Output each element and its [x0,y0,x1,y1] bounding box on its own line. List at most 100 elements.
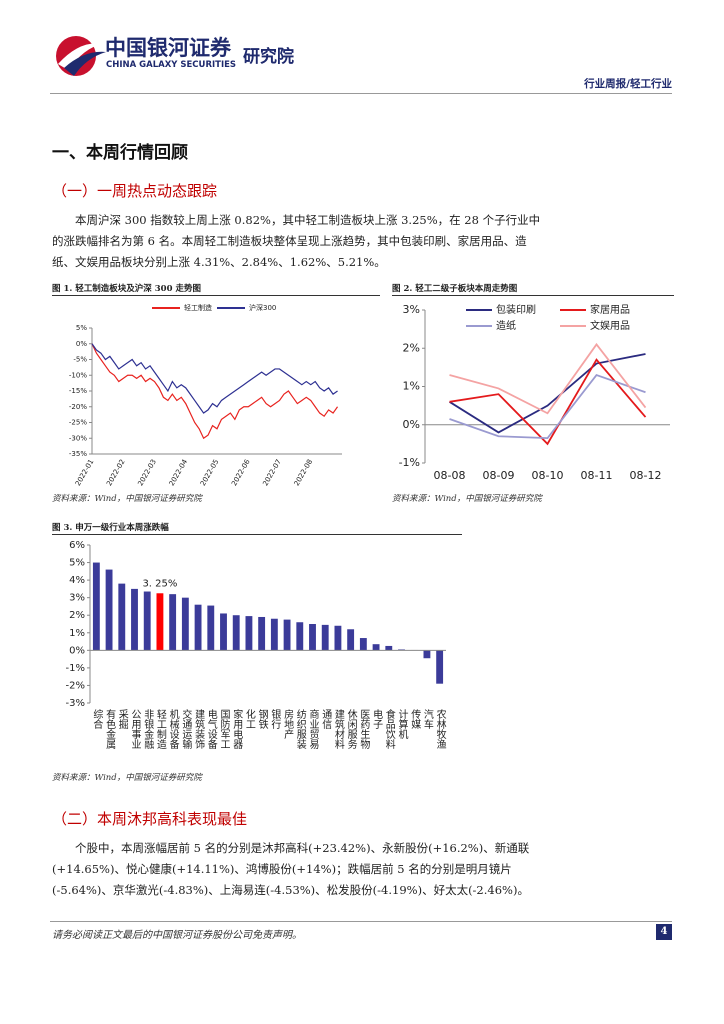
x-tick-label: 钢铁 [256,708,268,730]
x-tick-label: 2022-02 [105,458,127,487]
series-line [449,342,647,415]
chart: 3% 2% 1% 0% -1% 08-08 08-09 08-10 08-11 08-12 包装印刷… [399,303,670,482]
bar [309,624,316,651]
y-tick-label: -3% [66,698,85,709]
header-rule [50,93,672,94]
x-tick-label: 有色金属 [104,708,116,750]
x-tick-label: 非银金融 [142,709,154,750]
legend-label: 包装印刷 [496,303,536,316]
series-line [91,343,339,440]
x-tick-label: 综合 [91,708,103,730]
chart: 5% 0% -5% -10% -15% -20% -25% -30% -35%2022-01 20… [69,303,342,488]
x-tick-label: 电气设备 [205,708,217,750]
x-tick-label: 2022-04 [168,458,190,488]
y-tick-label: 1% [403,380,420,393]
source: 资料来源：Wind，中国银河证券研究院 [52,494,202,504]
x-tick-label: 汽车 [421,708,433,730]
y-tick-label: 0% [69,645,85,656]
y-tick-label: 4% [69,575,85,586]
y-tick-label: -25% [69,419,87,427]
x-tick-label: 2022-07 [261,458,283,487]
y-tick-label: 3% [69,593,85,604]
bar [194,604,202,651]
bar [270,618,278,651]
figure-title: 图 3. 申万一级行业本周涨跌幅 [52,523,169,533]
paragraph: 本周沪深 300 指数较上周上涨 0.82%，其中轻工制造板块上涨 3.25%，… [52,213,541,269]
x-tick-label: 农林牧渔 [434,708,446,750]
x-tick-label: 国防军工 [218,709,230,749]
source: 资料来源：Wind，中国银河证券研究院 [52,773,202,783]
y-tick-label: 1% [69,628,85,639]
y-tick-label: 2% [403,341,420,354]
series-line [449,358,647,446]
x-tick-label: 商业贸易 [307,708,319,750]
subsection-title: （一）一周热点动态跟踪 [52,182,218,200]
rule [52,534,462,535]
series-line [91,343,338,414]
x-tick-label: 银行 [269,708,281,730]
y-tick-label: -20% [69,403,87,411]
y-tick-label: 2% [69,610,85,621]
x-tick-label: 医药生物 [358,709,370,750]
x-tick-label: 机械设备 [167,708,179,750]
logo-en: CHINA GALAXY SECURITIES [106,60,237,70]
x-tick-label: 08-08 [434,469,466,482]
bar [169,594,177,651]
x-tick-label: 电子 [371,708,383,729]
bar [156,593,164,651]
bar [258,616,266,651]
subsection-title: （二）本周沐邦高科表现最佳 [52,810,248,828]
bar [296,622,304,651]
x-tick-label: 08-10 [532,469,564,482]
legend-label: 沪深300 [249,303,276,312]
bar [143,591,151,651]
logo-cn: 中国银河证券 [105,36,231,60]
x-tick-label: 建筑材料 [332,708,344,750]
rule [392,295,674,296]
series-line [449,353,646,434]
x-tick-label: 公用事业 [129,709,141,749]
y-tick-label: -30% [69,434,87,442]
x-tick-label: 2022-03 [136,458,158,487]
x-tick-label: 计算机 [396,708,408,740]
x-tick-label: 2022-06 [230,458,252,488]
figure-title: 图 2. 轻工二级子板块本周走势图 [392,284,518,294]
x-tick-label: 传媒 [409,709,421,730]
y-tick-label: 5% [76,324,87,332]
x-tick-label: 通信 [320,709,332,730]
logo [56,36,106,76]
y-tick-label: -2% [66,680,85,691]
rule [52,295,380,296]
x-tick-label: 08-11 [581,469,613,482]
y-tick-label: -35% [69,450,87,458]
bar [321,624,329,651]
bar [283,619,291,651]
figure-title: 图 1. 轻工制造板块及沪深 300 走势图 [52,284,201,294]
x-tick-label: 房地产 [282,708,294,740]
x-tick-label: 纺织服装 [294,708,306,750]
source: 资料来源：Wind，中国银河证券研究院 [392,494,542,504]
x-tick-label: 2022-05 [199,458,221,487]
bar [207,605,215,651]
section-title: 一、本周行情回顾 [52,143,188,163]
y-tick-label: 3% [403,303,420,316]
bar [347,629,355,651]
x-tick-label: 08-12 [630,469,662,482]
bar [105,569,113,651]
page-number: 4 [656,924,672,940]
x-tick-label: 08-09 [483,469,515,482]
x-tick-label: 采掘 [116,709,128,730]
bar [436,650,444,684]
bar [423,650,431,659]
y-tick-label: 0% [403,418,420,431]
x-tick-label: 2022-01 [74,458,96,487]
disclaimer: 请务必阅读正文最后的中国银河证券股份公司免责声明。 [52,930,302,941]
legend-label: 家居用品 [590,303,630,316]
y-tick-label: -1% [399,456,420,469]
bar [220,613,227,651]
y-tick-label: 6% [69,540,85,551]
bar [334,625,342,651]
bar [131,588,138,651]
y-tick-label: -15% [69,387,87,395]
